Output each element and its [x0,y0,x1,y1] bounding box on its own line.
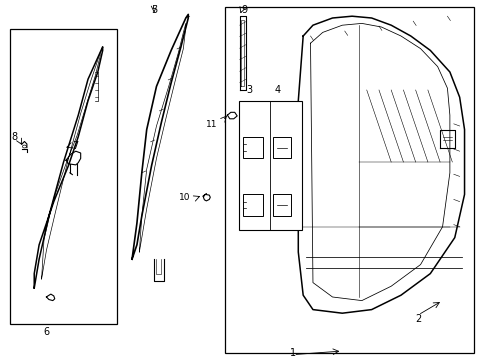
Bar [238,101,302,230]
Text: 9: 9 [241,5,247,15]
Text: 4: 4 [274,85,280,95]
Text: 1: 1 [290,348,296,358]
Text: 5: 5 [151,5,157,15]
Text: 8: 8 [12,132,18,142]
Text: 3: 3 [246,85,252,95]
Bar [224,7,473,353]
Text: 11: 11 [205,120,217,129]
Text: 7: 7 [73,141,79,151]
Text: 6: 6 [43,327,49,337]
Bar [273,194,290,216]
Text: 2: 2 [414,314,420,324]
Bar [273,137,290,158]
Bar [242,137,263,158]
Bar [242,194,263,216]
Text: 10: 10 [179,194,190,202]
Bar [10,29,117,324]
